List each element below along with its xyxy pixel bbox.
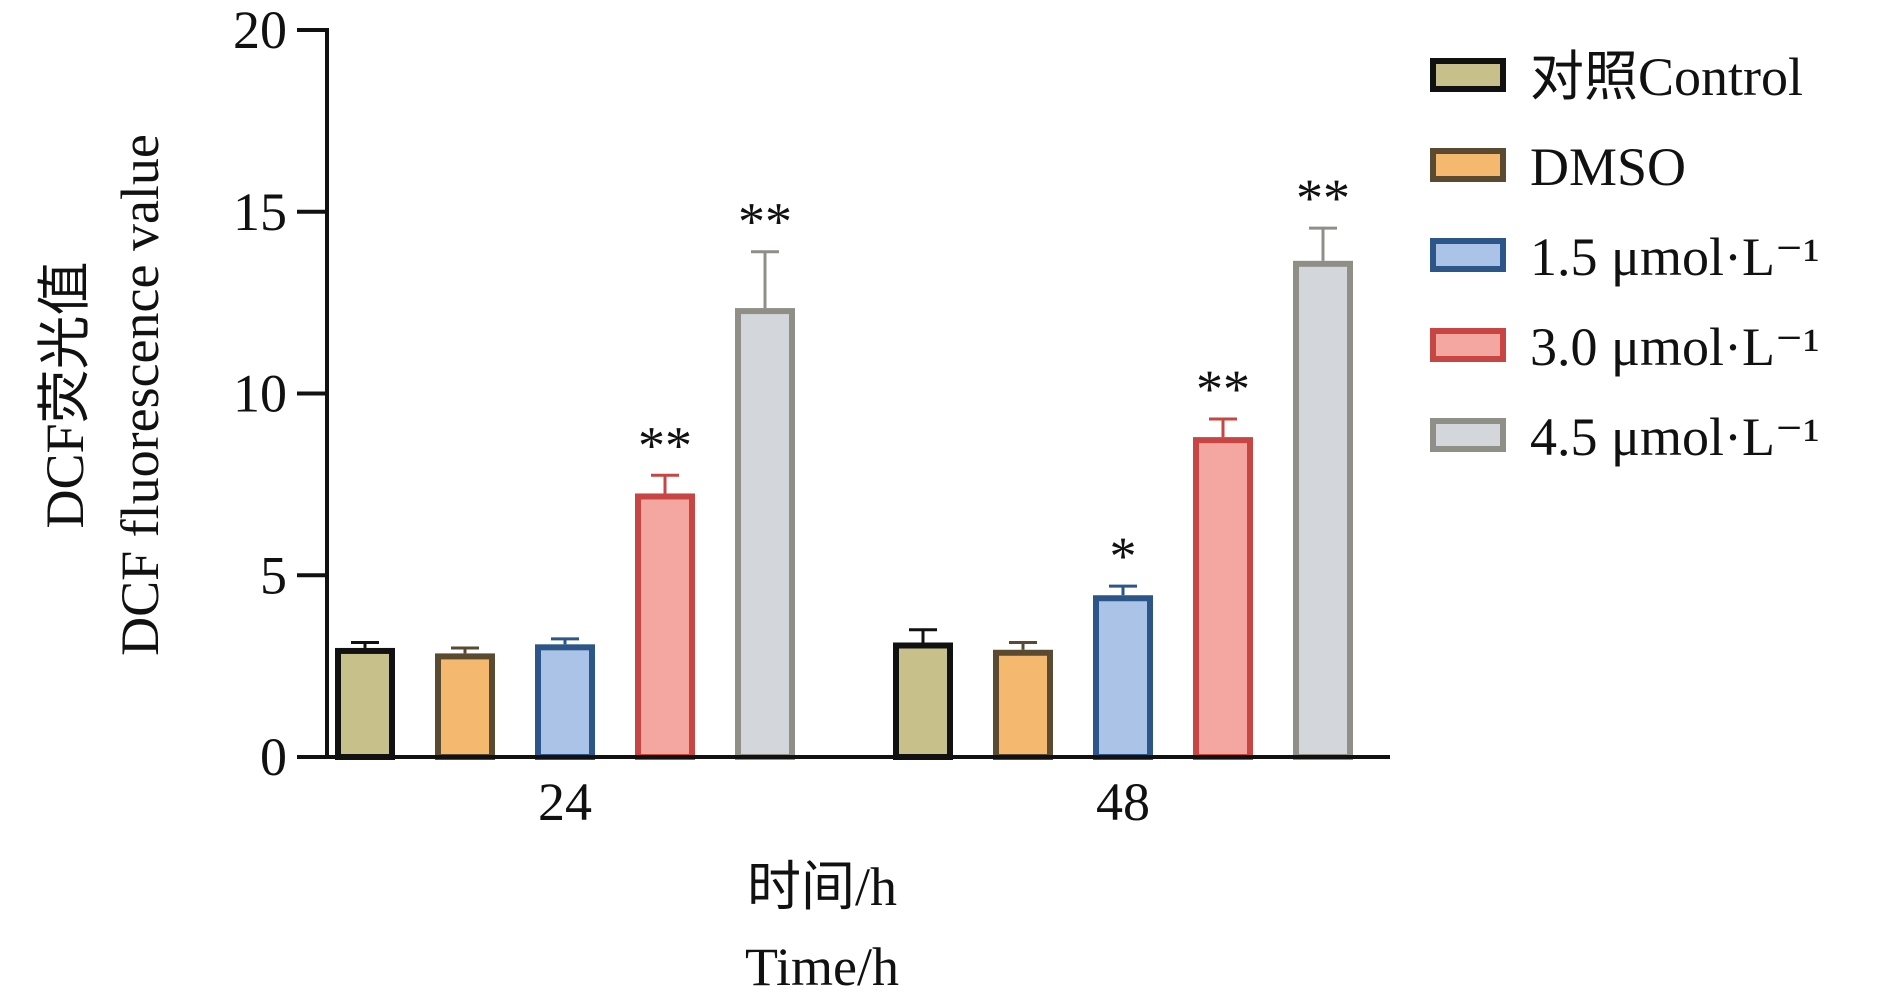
legend-swatch-2	[1430, 238, 1506, 272]
bar-48-2	[1093, 595, 1153, 760]
bar-48-0	[893, 642, 953, 760]
legend-label-0: 对照Control	[1530, 47, 1803, 107]
significance-label-24-4: **	[738, 192, 792, 252]
significance-label-48-3: **	[1196, 359, 1250, 419]
y-tick-label-20: 20	[233, 0, 287, 60]
legend-label-3: 3.0 μmol·L⁻¹	[1530, 317, 1820, 377]
bar-24-2	[535, 644, 595, 760]
x-tick-label-24: 24	[538, 772, 592, 832]
x-tick-label-48: 48	[1096, 772, 1150, 832]
bar-24-4	[735, 308, 795, 760]
bar-48-1	[993, 649, 1053, 761]
bar-24-1	[435, 653, 495, 761]
y-tick-label-10: 10	[233, 364, 287, 424]
x-axis-title-en: Time/h	[745, 937, 899, 992]
legend-swatch-4	[1430, 418, 1506, 452]
bar-48-4	[1293, 260, 1353, 760]
bar-24-3	[635, 493, 695, 760]
axes-layer	[297, 28, 1390, 759]
y-tick-label-0: 0	[260, 727, 287, 787]
significance-label-24-3: **	[638, 415, 692, 475]
legend-swatch-1	[1430, 148, 1506, 182]
legend-swatch-3	[1430, 328, 1506, 362]
legend-label-2: 1.5 μmol·L⁻¹	[1530, 227, 1820, 287]
bar-48-3	[1193, 437, 1253, 760]
y-axis-title-en: DCF fluorescence value	[110, 134, 170, 656]
legend-label-4: 4.5 μmol·L⁻¹	[1530, 407, 1820, 467]
significance-label-48-4: **	[1296, 168, 1350, 228]
y-axis-title-cn: DCF荧光值	[35, 261, 95, 528]
legend: 对照Control DMSO 1.5 μmol·L⁻¹ 3.0 μmol·L⁻¹ 4.5…	[1430, 47, 1820, 467]
legend-label-1: DMSO	[1530, 137, 1686, 197]
legend-swatch-0	[1430, 58, 1506, 92]
y-tick-label-5: 5	[260, 545, 287, 605]
significance-label-48-2: *	[1110, 526, 1137, 586]
bars-layer	[335, 226, 1353, 761]
bar-24-0	[335, 647, 395, 761]
x-axis-title-cn: 时间/h	[747, 857, 897, 917]
y-tick-label-15: 15	[233, 182, 287, 242]
